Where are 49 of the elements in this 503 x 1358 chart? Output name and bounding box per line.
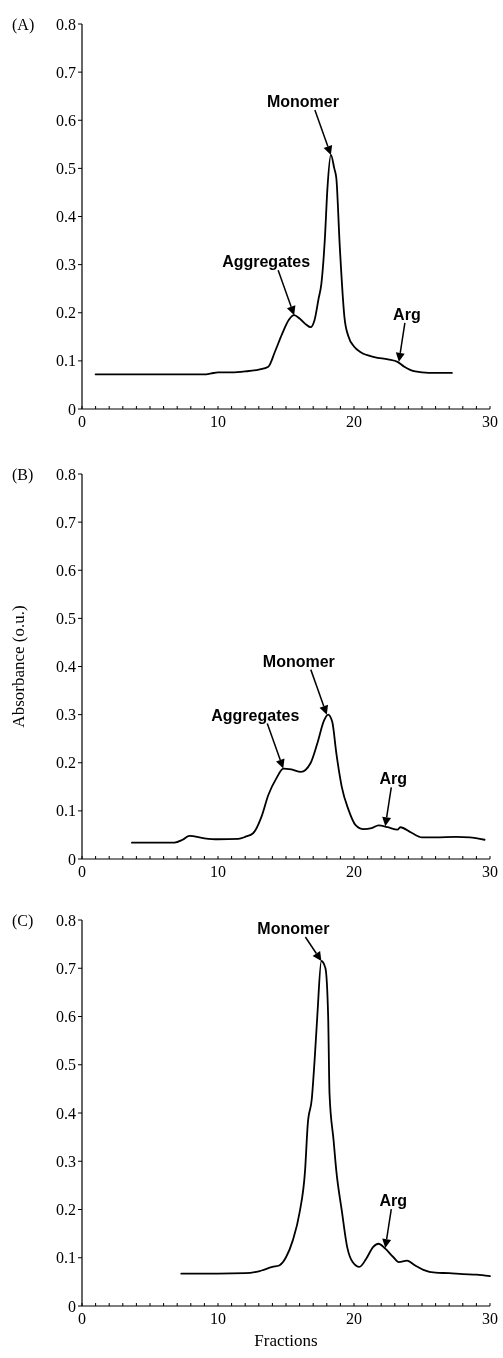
annotation: Monomer: [262, 652, 335, 670]
annotation: Monomer: [257, 920, 330, 937]
annotation: Aggregates: [222, 253, 311, 271]
x-tick-label: 30: [482, 1310, 498, 1327]
chart-title: (A): [12, 16, 35, 34]
y-tick-label: 0.7: [56, 63, 76, 81]
annotation: Monomer: [266, 92, 339, 110]
y-tick-label: 0.1: [56, 352, 76, 370]
y-tick-label: 0: [68, 850, 76, 868]
y-tick-label: 0.4: [56, 1104, 76, 1122]
y-tick-label: 0.2: [56, 754, 76, 772]
y-tick-label: 0.6: [56, 111, 76, 129]
y-tick-label: 0.5: [56, 609, 76, 627]
y-tick-label: 0.5: [56, 159, 76, 177]
x-axis-title: Fractions: [254, 1331, 318, 1350]
annotation: Arg: [379, 770, 408, 788]
x-tick-label: 10: [210, 863, 226, 880]
y-tick-label: 0.1: [56, 802, 76, 820]
y-tick-label: 0.7: [56, 513, 76, 531]
y-tick-label: 0.2: [56, 1201, 76, 1219]
x-tick-label: 20: [346, 413, 362, 430]
y-tick-label: 0.3: [56, 256, 76, 274]
x-tick-label: 30: [482, 863, 498, 880]
chart-title: (C): [12, 912, 34, 930]
annotation: Aggregates: [211, 706, 300, 724]
y-tick-label: 0.1: [56, 1249, 76, 1267]
y-tick-label: 0: [68, 400, 76, 418]
x-tick-label: 20: [346, 863, 362, 880]
y-tick-label: 0.2: [56, 304, 76, 322]
y-tick-label: 0.8: [56, 465, 76, 483]
x-tick-label: 20: [346, 1310, 362, 1327]
y-tick-label: 0.6: [56, 1008, 76, 1026]
y-tick-label: 0.3: [56, 706, 76, 724]
x-tick-label: 10: [210, 413, 226, 430]
x-tick-label: 10: [210, 1310, 226, 1327]
annotation: Arg: [379, 1192, 408, 1210]
y-tick-label: 0.3: [56, 1152, 76, 1170]
chart-title: (B): [12, 466, 34, 484]
x-tick-label: 30: [482, 413, 498, 430]
y-tick-label: 0.5: [56, 1056, 76, 1074]
y-tick-label: 0.4: [56, 658, 76, 676]
y-tick-label: 0.6: [56, 561, 76, 579]
y-tick-label: 0.4: [56, 208, 76, 226]
y-axis-title: Absorbance (o.u.): [9, 605, 28, 728]
y-tick-label: 0.8: [56, 15, 76, 33]
annotation: Arg: [393, 305, 421, 323]
y-tick-label: 0: [68, 1297, 76, 1315]
y-tick-label: 0.8: [56, 911, 76, 929]
y-tick-label: 0.7: [56, 959, 76, 977]
